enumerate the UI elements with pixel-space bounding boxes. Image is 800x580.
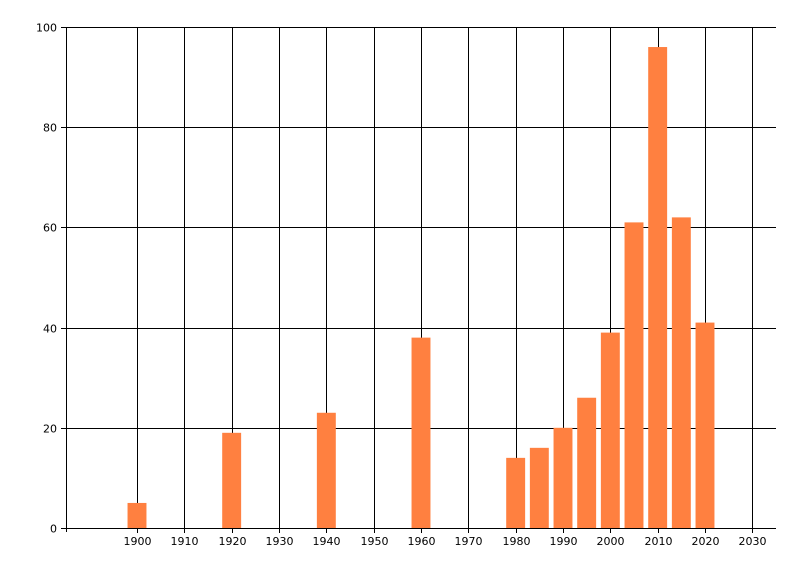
x-axis-ticks: 1900 1910 1920 1930 1940 1950 1960 1970 1980 1990… xyxy=(124,528,767,548)
x-tick-label: 1940 xyxy=(313,535,341,548)
x-tick-label: 2030 xyxy=(739,535,767,548)
x-tick-label: 2000 xyxy=(597,535,625,548)
x-tick-label: 1970 xyxy=(455,535,483,548)
x-tick-label: 1990 xyxy=(550,535,578,548)
x-tick-label: 1900 xyxy=(124,535,152,548)
x-tick-label: 1960 xyxy=(408,535,436,548)
y-tick-label: 0 xyxy=(50,523,57,536)
x-tick-label: 2010 xyxy=(645,535,673,548)
bar xyxy=(648,47,668,528)
bar xyxy=(506,457,526,528)
y-tick-label: 100 xyxy=(36,22,57,35)
bar xyxy=(127,502,147,528)
x-tick-label: 1980 xyxy=(503,535,531,548)
y-tick-label: 40 xyxy=(43,323,57,336)
bar xyxy=(222,432,242,528)
x-tick-label: 1950 xyxy=(361,535,389,548)
bars xyxy=(127,47,715,528)
bar xyxy=(529,447,549,528)
bar xyxy=(411,337,431,528)
x-tick-label: 2020 xyxy=(692,535,720,548)
bar xyxy=(671,217,691,528)
bar xyxy=(695,322,715,528)
y-tick-label: 60 xyxy=(43,222,57,235)
bar xyxy=(624,222,644,528)
bar xyxy=(600,332,620,528)
x-tick-label: 1930 xyxy=(266,535,294,548)
bar xyxy=(577,397,597,528)
x-tick-label: 1910 xyxy=(171,535,199,548)
y-tick-label: 20 xyxy=(43,423,57,436)
y-axis-ticks: 0 20 40 60 80 100 xyxy=(36,22,66,536)
bar xyxy=(316,412,336,528)
axes xyxy=(62,27,776,532)
x-tick-label: 1920 xyxy=(219,535,247,548)
y-tick-label: 80 xyxy=(43,122,57,135)
bar xyxy=(553,427,573,528)
